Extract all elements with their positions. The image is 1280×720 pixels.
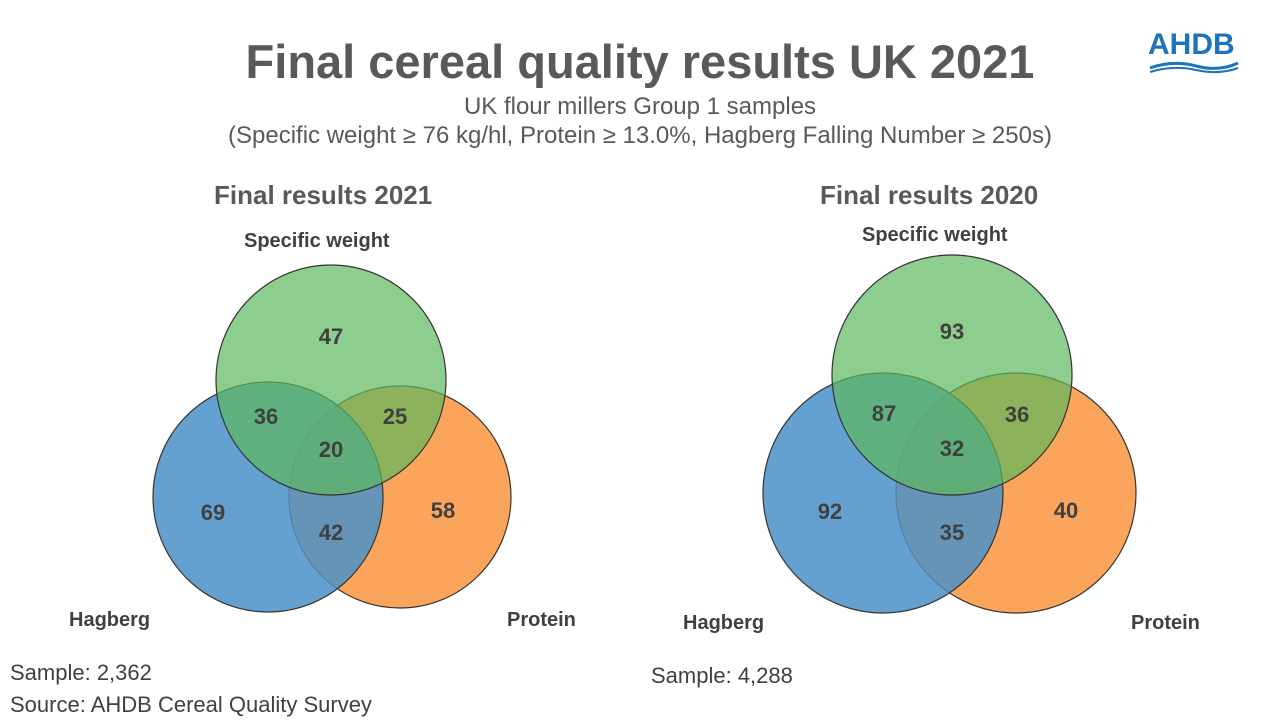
label-protein-2020: Protein: [1131, 612, 1200, 634]
subtitle-line-1: UK flour millers Group 1 samples: [463, 93, 817, 120]
value-hagberg-only-2021: 69: [201, 500, 225, 525]
value-sw-protein-2021: 25: [383, 404, 407, 429]
label-specific-weight-2020: Specific weight: [862, 224, 1008, 246]
label-hagberg-2020: Hagberg: [683, 612, 765, 634]
sample-size-2020: Sample: 4,288: [651, 663, 793, 688]
value-all-three-2021: 20: [319, 437, 343, 462]
logo-wave-icon: [1149, 61, 1239, 74]
logo-text: AHDB: [1148, 28, 1235, 61]
value-sw-only-2021: 47: [319, 324, 343, 349]
ahdb-logo: AHDB: [1148, 30, 1244, 78]
label-protein-2021: Protein: [507, 609, 576, 631]
value-protein-only-2020: 40: [1054, 498, 1078, 523]
value-all-three-2020: 32: [940, 436, 964, 461]
venn-2020: 93 87 36 32 92 40 35: [762, 254, 1137, 614]
page-title: Final cereal quality results UK 2021: [245, 35, 1035, 88]
circle-specific-weight-2021: [215, 264, 447, 496]
value-sw-hagberg-2020: 87: [872, 401, 896, 426]
value-protein-only-2021: 58: [431, 498, 455, 523]
venn-2021: 47 36 25 20 69 58 42: [152, 264, 512, 613]
value-sw-protein-2020: 36: [1005, 402, 1029, 427]
value-hagberg-protein-2021: 42: [319, 520, 343, 545]
subtitle-line-2: (Specific weight ≥ 76 kg/hl, Protein ≥ 1…: [228, 122, 1052, 149]
label-specific-weight-2021: Specific weight: [244, 230, 390, 252]
value-sw-hagberg-2021: 36: [254, 404, 278, 429]
panel-title-2020: Final results 2020: [820, 180, 1039, 210]
panel-title-2021: Final results 2021: [214, 180, 433, 210]
value-hagberg-protein-2020: 35: [940, 520, 964, 545]
value-sw-only-2020: 93: [940, 319, 964, 344]
value-hagberg-only-2020: 92: [818, 499, 842, 524]
sample-size-2021: Sample: 2,362: [10, 660, 152, 685]
label-hagberg-2021: Hagberg: [69, 609, 151, 631]
circle-specific-weight-2020: [831, 254, 1073, 496]
source-note: Source: AHDB Cereal Quality Survey: [10, 692, 372, 717]
